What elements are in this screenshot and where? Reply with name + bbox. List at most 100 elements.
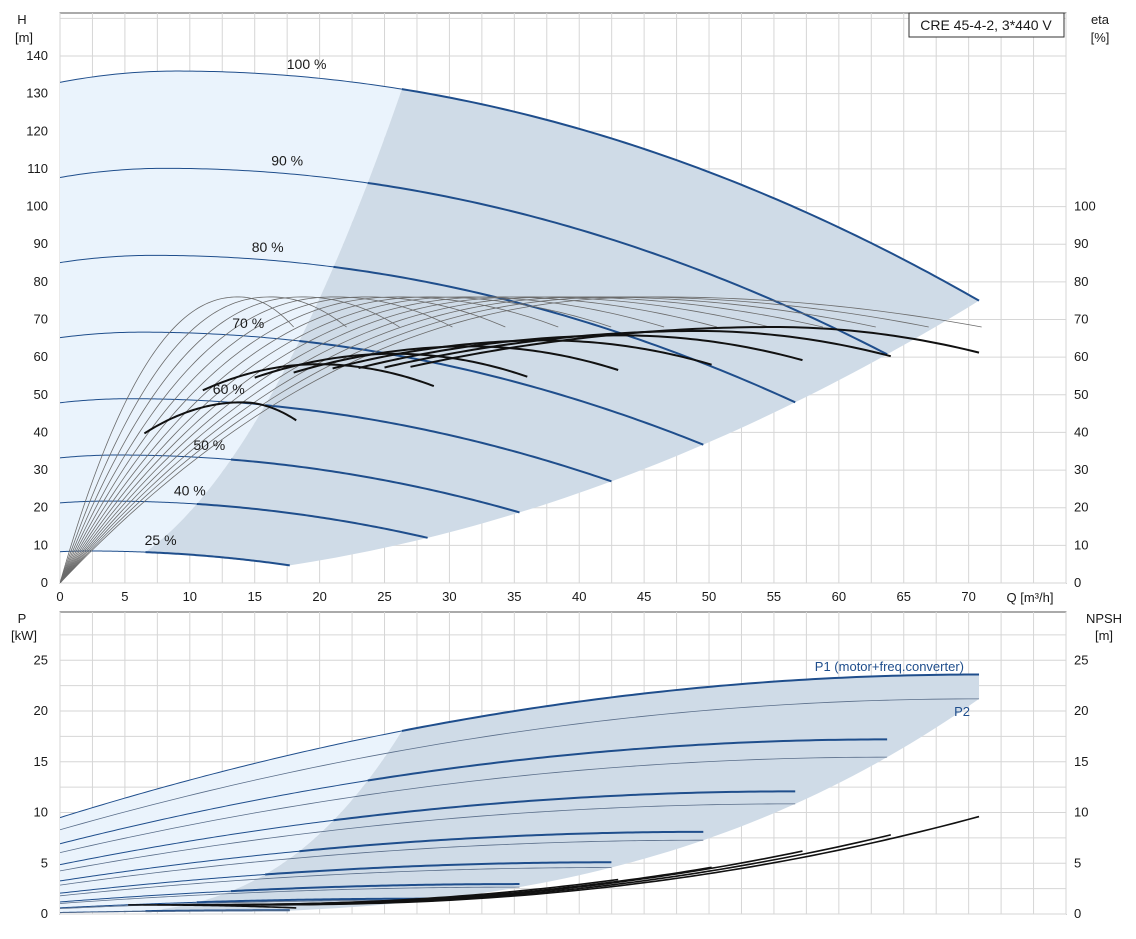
speed-label: 25 % [145,532,177,548]
x-tick-label: 55 [767,589,781,604]
y-tick-label: 100 [26,199,48,214]
head-curve-thin [60,70,402,90]
y-tick-label: 110 [27,161,48,176]
x-tick-label: 70 [961,589,975,604]
y2-tick-label: 20 [1074,703,1088,718]
y2-tick-label: 80 [1074,274,1088,289]
x-tick-label: 5 [121,589,128,604]
p1-curve [265,861,612,876]
y-tick-label: 60 [34,349,48,364]
x-tick-label: 60 [832,589,846,604]
power-area-dark [145,674,980,912]
y-axis-unit-h: [m] [15,30,33,45]
y-tick-label: 20 [34,703,48,718]
p2-curve [60,899,428,910]
y-tick-label: 0 [41,575,48,590]
x-tick-label: 0 [56,589,63,604]
efficiency-curve-grey [60,296,347,583]
bottom-operating-area [60,674,980,913]
speed-label: 80 % [252,239,284,255]
p1-curve-thin [60,873,266,894]
head-curve-thin [60,454,231,461]
x-tick-label: 25 [377,589,391,604]
y-tick-label: 25 [34,652,48,667]
y-axis-unit-p: [kW] [11,628,37,643]
y2-tick-label: 20 [1074,500,1088,515]
efficiency-curve [410,326,980,368]
y2-tick-label: 70 [1074,312,1088,327]
efficiency-curve-grey [60,296,453,583]
title-box [908,12,1065,38]
p1-curve-thin [60,819,334,866]
series-label-p2: P2 [954,704,970,719]
y2-tick-label: 25 [1074,652,1088,667]
y-tick-label: 15 [34,754,48,769]
p2-curve [60,886,520,904]
y-tick-label: 90 [34,236,48,251]
head-curve [196,502,428,539]
head-curve [145,551,290,567]
head-curve [401,88,980,302]
p1-curve [299,830,704,853]
efficiency-curve-grey [60,296,559,583]
y2-axis-unit-npsh: [m] [1095,628,1113,643]
y-tick-label: 10 [34,805,48,820]
p1-curve [196,897,428,904]
speed-label: 100 % [287,56,327,72]
y2-tick-label: 90 [1074,236,1088,251]
bottom-curves [60,673,980,914]
y2-axis-label-eta: eta [1091,12,1110,27]
speed-label: 70 % [232,315,264,331]
efficiency-curve-grey [60,296,294,583]
x-tick-label: 15 [247,589,261,604]
y2-tick-label: 0 [1074,575,1081,590]
efficiency-curve [254,352,528,379]
efficiency-curve [293,345,619,374]
head-curve [333,265,796,404]
y2-tick-label: 50 [1074,387,1088,402]
p1-curve [367,738,888,782]
p2-curve [60,839,704,886]
x-axis-label-q: Q [m³/h] [1007,590,1054,605]
p2-curve [60,910,290,914]
speed-label: 90 % [271,153,303,169]
head-curve [299,340,704,446]
y-tick-label: 130 [26,86,48,101]
head-curve [367,181,888,356]
y2-tick-label: 60 [1074,349,1088,364]
p1-curve-thin [60,850,300,882]
x-tick-label: 30 [442,589,456,604]
top-tick-labels: 0102030405060708090100110120130140010203… [26,48,1095,604]
x-tick-label: 50 [702,589,716,604]
p1-curve [230,883,520,893]
y-tick-label: 50 [34,387,48,402]
y-tick-label: 70 [34,312,48,327]
y2-tick-label: 5 [1074,855,1081,870]
y-tick-label: 10 [34,537,48,552]
y2-axis-unit-eta: [%] [1091,30,1110,45]
efficiency-curve-grey [60,296,506,583]
x-tick-label: 65 [897,589,911,604]
p2-curve [60,698,980,831]
npsh-curve [261,815,980,906]
efficiency-curve-grey [60,296,929,583]
y-tick-label: 80 [34,274,48,289]
y2-tick-label: 40 [1074,424,1088,439]
speed-label: 50 % [193,437,225,453]
top-curves [60,70,982,583]
y2-tick-label: 10 [1074,805,1088,820]
y2-tick-label: 30 [1074,462,1088,477]
x-tick-label: 35 [507,589,521,604]
efficiency-curve-grey [60,296,771,583]
y-tick-label: 5 [41,855,48,870]
y-axis-label-p: P [18,611,27,626]
chart-title: CRE 45-4-2, 3*440 V [920,17,1052,33]
x-tick-label: 20 [312,589,326,604]
efficiency-curve-grey [60,296,876,583]
speed-label: 60 % [213,381,245,397]
head-curve [230,458,520,514]
y-tick-label: 20 [34,500,48,515]
y2-tick-label: 0 [1074,906,1081,921]
efficiency-curve-grey [60,296,982,583]
p1-curve [401,673,980,732]
